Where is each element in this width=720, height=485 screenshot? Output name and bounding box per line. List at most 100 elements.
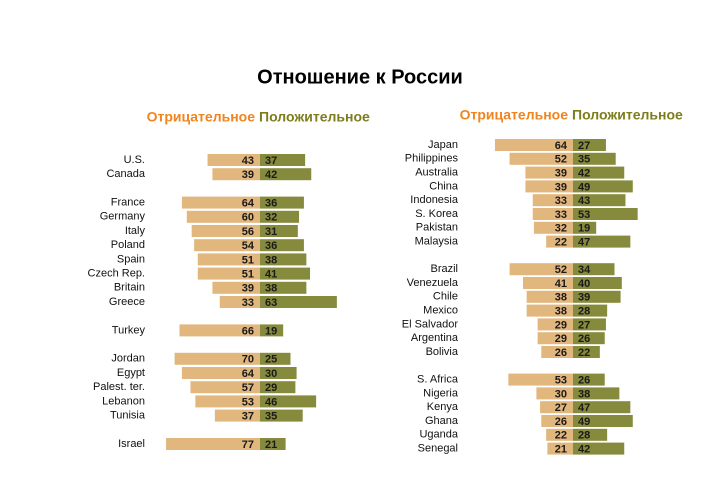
category-label: China — [429, 180, 459, 192]
legend-label: Положительное — [572, 107, 683, 123]
value-label: 28 — [578, 430, 590, 442]
positive-bar — [573, 180, 633, 193]
value-label: 27 — [578, 319, 590, 331]
value-label: 77 — [242, 439, 254, 451]
value-label: 22 — [555, 430, 567, 442]
negative-bar — [212, 281, 260, 294]
negative-bar — [537, 332, 573, 345]
value-label: 47 — [578, 237, 590, 249]
positive-bar — [573, 221, 597, 234]
category-label: Poland — [111, 239, 145, 251]
positive-bar — [573, 304, 608, 317]
positive-bar — [573, 152, 616, 165]
negative-bar — [181, 196, 260, 209]
value-label: 19 — [578, 223, 590, 235]
value-label: 60 — [242, 212, 254, 224]
positive-bar — [260, 367, 297, 379]
positive-bar — [260, 168, 312, 181]
positive-bar — [573, 318, 606, 331]
category-label: Uganda — [419, 429, 458, 441]
category-label: Chile — [433, 291, 458, 303]
category-label: U.S. — [124, 154, 145, 166]
negative-bar — [197, 253, 260, 266]
value-label: 38 — [265, 254, 277, 266]
value-label: 32 — [265, 212, 277, 224]
category-label: S. Africa — [417, 374, 459, 386]
value-label: 70 — [242, 354, 254, 366]
value-label: 37 — [265, 155, 277, 167]
value-label: 35 — [265, 411, 277, 423]
category-label: Japan — [428, 139, 458, 151]
positive-bar — [573, 263, 615, 276]
positive-bar — [573, 208, 638, 220]
value-label: 30 — [555, 388, 567, 400]
value-label: 31 — [265, 226, 277, 238]
value-label: 43 — [578, 195, 590, 207]
value-label: 43 — [242, 155, 254, 167]
value-label: 36 — [265, 198, 277, 210]
negative-bar — [212, 168, 260, 181]
value-label: 26 — [555, 347, 567, 359]
category-label: Jordan — [111, 353, 145, 365]
category-label: Spain — [117, 253, 145, 265]
positive-bar — [573, 428, 608, 441]
value-label: 41 — [265, 269, 277, 281]
positive-bar — [260, 381, 296, 394]
category-label: France — [111, 197, 145, 209]
category-label: Italy — [125, 225, 146, 237]
value-label: 26 — [578, 375, 590, 387]
category-label: Britain — [114, 282, 145, 294]
negative-bar — [532, 194, 573, 207]
negative-bar — [532, 208, 573, 220]
positive-bar — [573, 139, 606, 151]
category-label: Nigeria — [423, 387, 459, 399]
value-label: 63 — [265, 297, 277, 309]
negative-bar — [195, 395, 260, 408]
value-label: 40 — [578, 278, 590, 290]
positive-bar — [573, 442, 625, 455]
legend-label: Отрицательное — [460, 107, 569, 123]
value-label: 41 — [555, 278, 567, 290]
negative-bar — [186, 210, 260, 223]
value-label: 39 — [242, 169, 254, 181]
value-label: 22 — [578, 347, 590, 359]
category-label: Greece — [109, 296, 145, 308]
value-label: 38 — [578, 388, 590, 400]
negative-bar — [546, 428, 573, 441]
negative-bar — [540, 401, 573, 414]
negative-bar — [526, 290, 573, 303]
positive-bar — [573, 346, 600, 358]
positive-bar — [260, 267, 311, 280]
positive-bar — [573, 235, 631, 248]
category-label: Egypt — [117, 367, 145, 379]
value-label: 42 — [265, 169, 277, 181]
negative-bar — [166, 438, 260, 450]
value-label: 56 — [242, 226, 254, 238]
negative-bar — [194, 239, 260, 252]
value-label: 28 — [578, 306, 590, 318]
value-label: 51 — [242, 269, 254, 281]
positive-bar — [260, 324, 284, 337]
legend-label: Положительное — [259, 109, 370, 125]
value-label: 30 — [265, 368, 277, 380]
value-label: 49 — [578, 181, 590, 193]
category-label: S. Korea — [415, 208, 459, 220]
category-label: Israel — [118, 438, 145, 450]
positive-bar — [260, 395, 317, 408]
negative-bar — [526, 304, 573, 317]
positive-bar — [260, 281, 307, 294]
value-label: 32 — [555, 223, 567, 235]
value-label: 49 — [578, 416, 590, 428]
value-label: 57 — [242, 382, 254, 394]
negative-bar — [509, 263, 573, 276]
negative-bar — [537, 318, 573, 331]
category-label: Lebanon — [102, 395, 145, 407]
value-label: 53 — [578, 209, 590, 221]
positive-bar — [573, 277, 622, 289]
value-label: 52 — [555, 154, 567, 166]
value-label: 26 — [555, 416, 567, 428]
positive-bar — [260, 210, 300, 223]
negative-bar — [174, 352, 260, 365]
negative-bar — [181, 367, 260, 379]
